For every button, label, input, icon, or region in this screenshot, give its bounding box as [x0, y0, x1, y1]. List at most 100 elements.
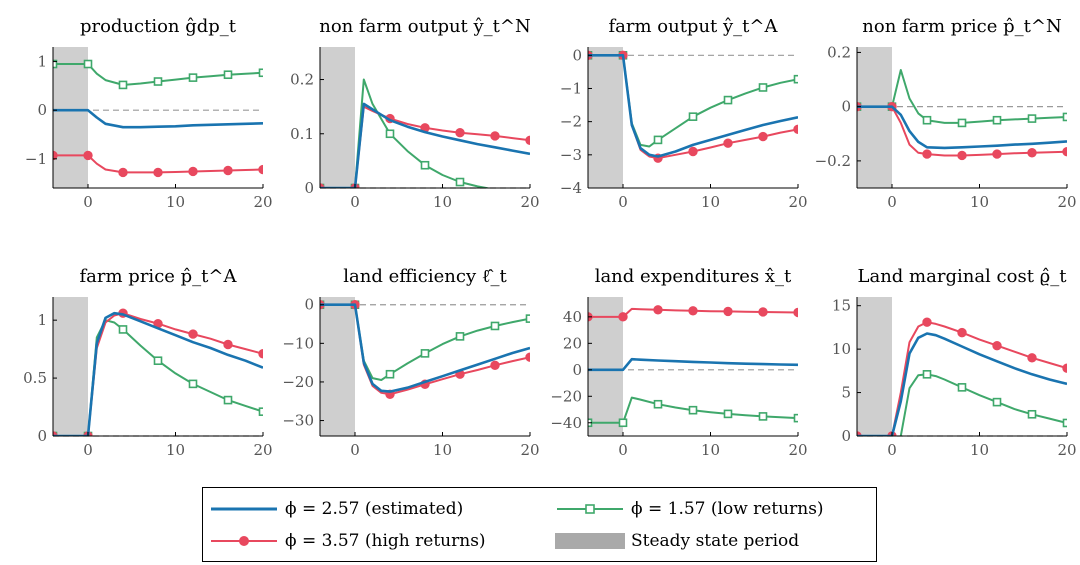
series-point-low: [688, 112, 698, 121]
legend-swatch-steady-state: [555, 533, 625, 549]
series-point-low: [957, 118, 967, 128]
legend-label-low-returns: ϕ = 1.57 (low returns): [631, 499, 824, 519]
series-point-low: [1027, 409, 1037, 419]
y-tick-label: 1: [37, 53, 47, 71]
series-point-low: [992, 115, 1002, 125]
series-point-high: [688, 146, 698, 157]
series-line-estimated: [320, 303, 530, 393]
series-line-estimated: [53, 108, 263, 129]
y-tick-label: −1: [25, 150, 47, 168]
y-tick-label: 15: [832, 297, 851, 315]
series-line-estimated: [320, 102, 530, 188]
panel-1: 0 10 20 −1 0 1 production ĝdp_t: [25, 16, 273, 211]
series-point-low: [793, 413, 798, 423]
legend: ϕ = 2.57 (estimated) ϕ = 1.57 (low retur…: [202, 487, 877, 562]
y-tick-label: 0.2: [290, 71, 314, 89]
series-point-high: [957, 150, 967, 161]
panel-7: 0 10 20 −40 −20 0 20 40 land expenditures x̂_t: [550, 266, 807, 459]
series-point-high: [688, 306, 698, 316]
series-group: [53, 308, 263, 436]
x-tick-label: 20: [253, 193, 272, 211]
series-point-high: [188, 329, 198, 339]
x-tick-label: 0: [887, 193, 897, 211]
series-line-estimated: [588, 53, 798, 158]
series-point-high: [1027, 353, 1037, 363]
series-point-high: [188, 166, 198, 177]
panel-5: 0 10 20 0 0.5 1 farm price p̂_t^A: [23, 266, 272, 459]
series-point-high: [723, 306, 733, 317]
series-group: [53, 59, 263, 178]
steady-state-shade: [588, 47, 623, 188]
series-group: [588, 50, 798, 163]
series-point-low: [723, 95, 733, 105]
series-point-high: [922, 149, 932, 159]
y-tick-label: −2: [560, 113, 582, 131]
legend-marker: [239, 536, 249, 546]
series-point-high: [490, 360, 500, 371]
y-tick-label: −20: [282, 373, 314, 391]
steady-state-shade: [857, 47, 892, 188]
legend-label-high-returns: ϕ = 3.57 (high returns): [285, 531, 486, 551]
series-point-low: [758, 83, 768, 92]
legend-marker: [585, 504, 595, 514]
x-tick-label: 20: [1057, 441, 1076, 459]
panel-8: 0 10 20 0 5 10 15 Land marginal cost ϱ̂_t: [832, 266, 1077, 459]
y-tick-label: −1: [560, 79, 582, 97]
legend-swatch-high-returns: [211, 536, 277, 546]
legend-item-estimated: ϕ = 2.57 (estimated): [209, 494, 463, 524]
y-tick-label: 5: [841, 384, 851, 402]
series-point-high: [653, 305, 663, 315]
series-point-high: [793, 124, 798, 134]
series-point-low: [223, 395, 233, 405]
series-point-high: [992, 149, 1002, 159]
series-point-high: [957, 327, 967, 338]
x-tick-label: 0: [350, 441, 360, 459]
series-point-low: [1027, 114, 1037, 123]
y-tick-label: 0: [304, 179, 314, 197]
series-line-estimated: [588, 357, 798, 372]
legend-item-steady-state: Steady state period: [555, 526, 799, 556]
legend-patch: [555, 533, 625, 549]
series-line-low: [899, 373, 1067, 436]
y-tick-label: 0.1: [290, 125, 314, 143]
series-point-high: [223, 165, 233, 176]
y-tick-label: 0: [841, 98, 851, 116]
series-point-high: [1062, 363, 1067, 373]
x-tick-label: 0: [83, 193, 93, 211]
series-line-estimated: [857, 332, 1067, 436]
series-point-low: [188, 73, 198, 82]
series-point-low: [118, 80, 128, 90]
series-point-low: [922, 370, 932, 379]
series-point-high: [723, 138, 733, 148]
series-point-high: [525, 135, 530, 145]
steady-state-shade: [588, 297, 623, 436]
series-point-low: [385, 129, 395, 139]
panel-title: production ĝdp_t: [80, 16, 237, 37]
y-tick-label: 0: [37, 101, 47, 119]
legend-item-low-returns: ϕ = 1.57 (low returns): [555, 494, 824, 524]
series-point-low: [223, 70, 233, 80]
x-tick-label: 10: [701, 193, 720, 211]
x-tick-label: 20: [788, 441, 807, 459]
series-point-high: [118, 167, 128, 178]
series-point-low: [922, 115, 932, 125]
y-tick-label: 0.5: [23, 369, 47, 387]
series-point-low: [455, 332, 465, 341]
x-tick-label: 10: [970, 441, 989, 459]
panel-4: 0 10 20 −0.2 0 0.2 non farm price p̂_t^N: [815, 16, 1077, 211]
series-point-high: [758, 307, 768, 317]
series-group: [320, 78, 530, 188]
series-point-high: [258, 349, 263, 359]
series-point-high: [525, 352, 530, 362]
x-tick-label: 10: [433, 441, 452, 459]
series-point-high: [922, 317, 932, 327]
series-point-high: [1027, 148, 1037, 158]
legend-swatch-low-returns: [557, 504, 623, 514]
panel-title: Land marginal cost ϱ̂_t: [858, 266, 1068, 287]
series-point-low: [992, 397, 1002, 407]
steady-state-shade: [857, 297, 892, 436]
series-point-low: [420, 349, 430, 358]
panel-title: land expenditures x̂_t: [595, 266, 792, 287]
series-line-estimated: [53, 311, 263, 436]
